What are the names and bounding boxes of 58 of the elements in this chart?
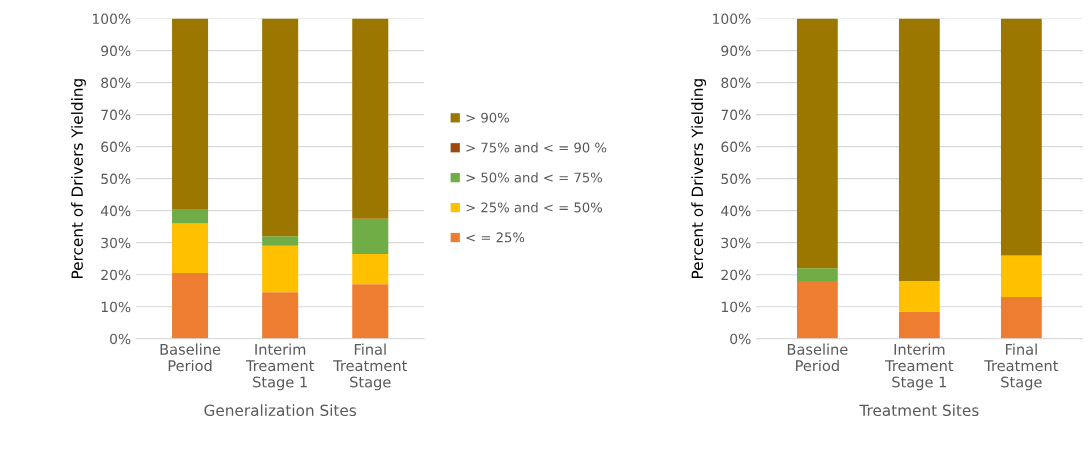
y-tick-label: 90%: [101, 45, 131, 57]
legend-label: > 25% and < = 50%: [466, 202, 603, 213]
y-tick-label: 70%: [721, 109, 751, 121]
x-tick-label: Baseline Period: [160, 343, 221, 372]
y-tick-label: 80%: [101, 77, 131, 89]
y-tick-label: 40%: [721, 205, 751, 217]
y-tick-label: 70%: [101, 109, 131, 121]
bar: [262, 236, 299, 246]
y-tick-label: 0%: [110, 333, 131, 345]
y-tick-label: 60%: [101, 141, 131, 153]
y-tick-label: 10%: [101, 301, 131, 313]
bar: [172, 223, 209, 274]
y-tick-label: 90%: [721, 45, 751, 57]
y-axis-title: Percent of Drivers Yielding: [691, 79, 707, 278]
bar: [172, 18, 209, 210]
legend-label: < = 25%: [466, 232, 525, 243]
y-tick-label: 10%: [721, 301, 751, 313]
bar: [352, 218, 389, 254]
y-axis-title: Percent of Drivers Yielding: [71, 79, 86, 278]
x-tick-label: Final Treatment Stage: [333, 343, 408, 391]
x-tick-label: Final Treatment Stage: [984, 343, 1059, 391]
y-tick-label: 50%: [721, 173, 751, 185]
y-tick-label: 80%: [721, 77, 751, 89]
y-tick-label: 60%: [721, 141, 751, 153]
bar: [352, 18, 389, 219]
bar: [262, 18, 299, 237]
bar: [796, 281, 838, 339]
bar: [262, 245, 299, 293]
bar: [352, 253, 389, 285]
bar: [172, 209, 209, 224]
x-axis-title: Treatment Sites: [859, 404, 979, 417]
bar: [262, 292, 299, 339]
bar: [172, 273, 209, 339]
bar: [1000, 297, 1042, 339]
y-tick-label: 20%: [721, 269, 751, 281]
y-tick-label: 50%: [101, 173, 131, 185]
bar: [1000, 18, 1042, 256]
bar: [796, 268, 838, 282]
bar: [898, 18, 940, 282]
bar: [1000, 255, 1042, 298]
y-tick-label: 20%: [101, 269, 131, 281]
y-tick-label: 40%: [100, 205, 131, 217]
y-tick-label: 100%: [92, 13, 131, 25]
y-tick-label: 30%: [721, 237, 751, 249]
bar: [352, 284, 389, 339]
x-tick-label: Interim Treament Stage 1: [885, 343, 954, 391]
y-tick-label: 100%: [713, 13, 751, 25]
legend-label: > 75% and < = 90 %: [466, 142, 607, 153]
x-tick-label: Baseline Period: [787, 343, 848, 372]
legend-label: > 50% and < = 75%: [466, 172, 603, 183]
y-tick-label: 0%: [730, 333, 751, 345]
legend-label: > 90%: [466, 112, 509, 123]
y-tick-label: 30%: [101, 237, 131, 249]
x-axis-title: Generalization Sites: [204, 404, 357, 417]
x-tick-label: Interim Treament Stage 1: [245, 343, 315, 391]
bar: [796, 18, 838, 269]
bar: [898, 311, 940, 339]
bar: [898, 281, 940, 312]
